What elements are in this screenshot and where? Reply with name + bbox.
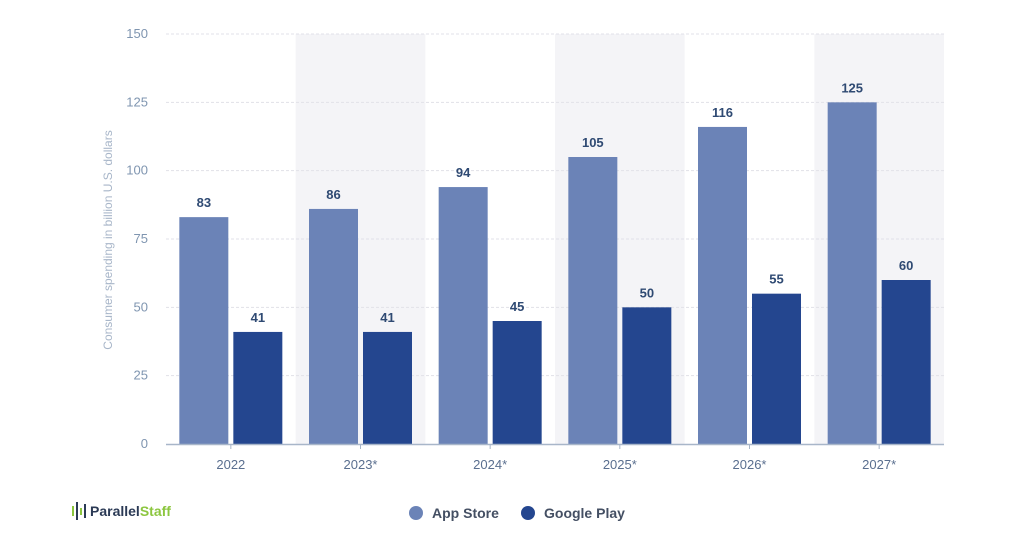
- data-label: 41: [380, 310, 394, 325]
- y-tick-label: 50: [134, 299, 148, 314]
- logo-wordmark: ParallelStaff: [90, 503, 171, 519]
- y-tick-labels: 0 25 50 75 100 125 150: [126, 26, 148, 451]
- bar-app-store[interactable]: [309, 208, 358, 444]
- x-tick-label: 2024*: [473, 457, 507, 472]
- y-tick-label: 100: [126, 163, 148, 178]
- legend-swatch-app-store[interactable]: [409, 506, 423, 520]
- bar-app-store[interactable]: [698, 126, 747, 444]
- bar-google-play[interactable]: [233, 331, 283, 444]
- data-label: 50: [640, 285, 654, 300]
- bar-signal-icon: [72, 502, 86, 520]
- bar-app-store[interactable]: [827, 102, 877, 444]
- parallelstaff-logo: ParallelStaff: [72, 502, 171, 520]
- legend-swatch-google-play[interactable]: [521, 506, 535, 520]
- data-label: 60: [899, 258, 913, 273]
- x-tick-label: 2025*: [603, 457, 637, 472]
- bar-google-play[interactable]: [622, 307, 672, 444]
- bar-google-play[interactable]: [881, 280, 931, 444]
- x-tick-label: 2026*: [733, 457, 767, 472]
- legend: App Store Google Play: [409, 505, 625, 521]
- data-label: 125: [841, 80, 863, 95]
- y-tick-label: 25: [134, 368, 148, 383]
- data-label: 83: [197, 195, 211, 210]
- legend-label-google-play[interactable]: Google Play: [544, 505, 625, 521]
- bar-app-store[interactable]: [179, 217, 229, 444]
- bars: [179, 102, 931, 445]
- data-label: 41: [251, 310, 265, 325]
- bar-google-play[interactable]: [752, 293, 801, 444]
- y-tick-label: 125: [126, 94, 148, 109]
- x-tick-label: 2023*: [344, 457, 378, 472]
- y-tick-label: 0: [141, 436, 148, 451]
- data-label: 94: [456, 165, 471, 180]
- x-tick-label: 2022: [216, 457, 245, 472]
- y-axis-title: Consumer spending in billion U.S. dollar…: [101, 130, 115, 349]
- y-tick-label: 150: [126, 26, 148, 41]
- data-label: 86: [326, 187, 340, 202]
- data-label: 105: [582, 135, 604, 150]
- data-label: 55: [769, 272, 783, 287]
- x-tick-labels: 2022 2023* 2024* 2025* 2026* 2027*: [216, 444, 896, 472]
- data-label: 116: [712, 105, 733, 120]
- y-tick-label: 75: [134, 231, 148, 246]
- bar-app-store[interactable]: [568, 157, 618, 444]
- x-tick-label: 2027*: [862, 457, 896, 472]
- bar-google-play[interactable]: [492, 321, 542, 444]
- bar-google-play[interactable]: [363, 331, 412, 444]
- bar-app-store[interactable]: [438, 187, 488, 445]
- data-labels: 83 86 94 105 116 125 41 41 45 50 55 60: [197, 80, 914, 325]
- legend-label-app-store[interactable]: App Store: [432, 505, 499, 521]
- data-label: 45: [510, 299, 524, 314]
